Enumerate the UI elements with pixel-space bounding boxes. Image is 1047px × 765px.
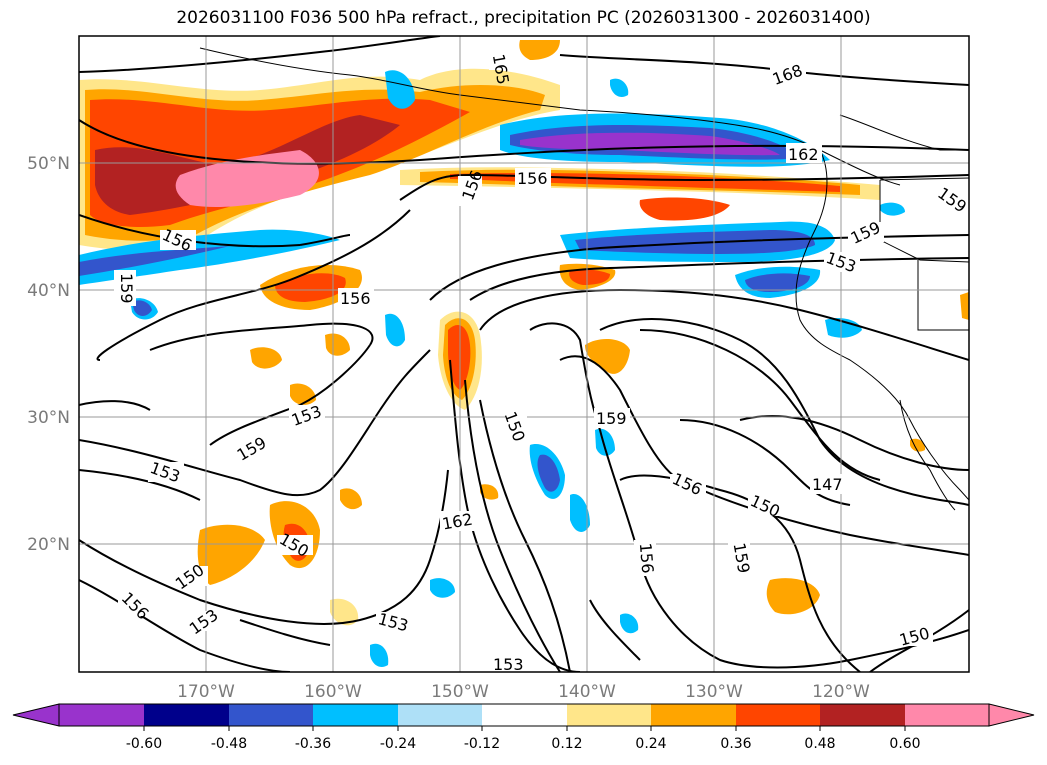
colorbar-bin xyxy=(398,704,482,726)
colorbar-tick-label: 0.24 xyxy=(635,736,666,752)
colorbar: -0.60 -0.48 -0.36 -0.24 -0.12 0.12 0.24 … xyxy=(12,703,1035,752)
contour-label: 147 xyxy=(812,475,843,494)
lon-label-140w: 140°W xyxy=(558,682,616,702)
latitude-labels: 50°N 40°N 30°N 20°N xyxy=(27,154,70,555)
lon-label-130w: 130°W xyxy=(685,682,743,702)
colorbar-bin xyxy=(313,704,398,726)
lat-label-40n: 40°N xyxy=(27,281,70,301)
colorbar-tick-label: -0.48 xyxy=(211,736,247,752)
lon-label-170w: 170°W xyxy=(177,682,235,702)
colorbar-bin xyxy=(567,704,651,726)
colorbar-extend-low xyxy=(12,703,60,727)
lon-label-150w: 150°W xyxy=(431,682,489,702)
colorbar-bin xyxy=(651,704,736,726)
colorbar-tick-label: -0.36 xyxy=(295,736,331,752)
map-title: 2026031100 F036 500 hPa refract., precip… xyxy=(176,8,871,28)
lat-label-50n: 50°N xyxy=(27,154,70,174)
lon-label-120w: 120°W xyxy=(812,682,870,702)
colorbar-tick-label: -0.12 xyxy=(464,736,500,752)
contour-label: 159 xyxy=(117,273,136,304)
contour-lines xyxy=(79,36,969,672)
contour-label: 156 xyxy=(340,289,371,308)
colorbar-bin xyxy=(59,704,144,726)
colorbar-bin xyxy=(905,704,989,726)
colorbar-tick-label: -0.24 xyxy=(380,736,416,752)
lon-label-160w: 160°W xyxy=(304,682,362,702)
contour-label: 162 xyxy=(788,145,819,164)
colorbar-bin xyxy=(736,704,820,726)
colorbar-bin xyxy=(229,704,313,726)
coastline-layer xyxy=(199,47,969,511)
colorbar-bin xyxy=(482,704,567,726)
colorbar-tick-label: 0.48 xyxy=(804,736,835,752)
colorbar-bin xyxy=(144,704,229,726)
longitude-labels: 170°W 160°W 150°W 140°W 130°W 120°W xyxy=(177,682,870,702)
lat-label-30n: 30°N xyxy=(27,408,70,428)
contour-label: 156 xyxy=(636,542,658,574)
colorbar-extend-high xyxy=(988,703,1035,727)
map-frame xyxy=(78,35,970,673)
colorbar-tick-label: -0.60 xyxy=(126,736,162,752)
colorbar-bin xyxy=(820,704,905,726)
lat-label-20n: 20°N xyxy=(27,535,70,555)
colorbar-tick-label: 0.36 xyxy=(720,736,751,752)
contour-label: 159 xyxy=(596,409,627,428)
colorbar-tick-label: 0.12 xyxy=(551,736,582,752)
contour-label: 153 xyxy=(493,655,524,674)
colorbar-tick-label: 0.60 xyxy=(889,736,920,752)
contour-label: 156 xyxy=(517,169,548,188)
